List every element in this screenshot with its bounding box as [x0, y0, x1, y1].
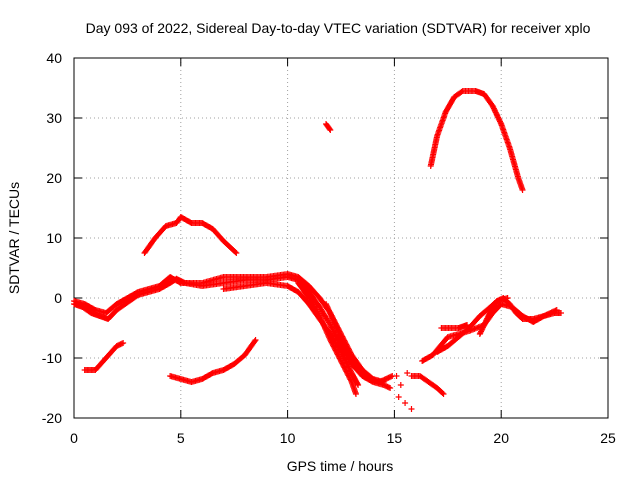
- series-arc-main-low: [71, 274, 394, 391]
- series-arc-dip-a: [295, 280, 359, 397]
- series-arc-late-dip: [408, 373, 447, 397]
- y-axis-label: SDTVAR / TECUs: [6, 182, 22, 294]
- y-tick-label: 40: [46, 50, 62, 66]
- y-tick-label: 30: [46, 110, 62, 126]
- x-tick-label: 25: [600, 430, 616, 446]
- data-point-markers: [141, 214, 240, 256]
- axis-ticks: [73, 57, 609, 419]
- y-tick-label: 20: [46, 170, 62, 186]
- series-arc-left-low: [81, 340, 127, 373]
- y-tick-label: -20: [42, 410, 62, 426]
- data-point-markers: [81, 340, 127, 373]
- x-tick-label: 0: [70, 430, 78, 446]
- data-point-markers: [408, 373, 447, 397]
- series-arc-lower-mid: [167, 337, 259, 385]
- y-tick-label: 10: [46, 230, 62, 246]
- data-point-markers: [476, 295, 511, 337]
- series-arc-big: [427, 88, 526, 193]
- x-tick-label: 10: [280, 430, 296, 446]
- data-point-markers: [71, 274, 394, 391]
- data-point-markers: [323, 301, 396, 385]
- x-tick-label: 5: [177, 430, 185, 446]
- data-point-markers: [167, 337, 259, 385]
- x-tick-label: 20: [493, 430, 509, 446]
- x-axis-label: GPS time / hours: [287, 458, 394, 474]
- series-arc-hump: [141, 214, 240, 256]
- data-marks: [71, 88, 565, 412]
- series-arc-short: [323, 121, 334, 133]
- series-arc-right-4: [476, 295, 511, 337]
- y-tick-label: 0: [54, 290, 62, 306]
- series-scatter-late: [393, 370, 415, 412]
- data-point-markers: [438, 322, 471, 331]
- series-arc-dip-b: [323, 301, 396, 385]
- chart-title: Day 093 of 2022, Sidereal Day-to-day VTE…: [86, 20, 591, 36]
- series-arc-right-3: [438, 322, 471, 331]
- data-point-markers: [295, 280, 359, 397]
- data-point-markers: [393, 370, 415, 412]
- axis-tick-labels: 0 5 10 15 20 25 -20 -10 0 10 20 30 40: [42, 50, 616, 446]
- y-tick-label: -10: [42, 350, 62, 366]
- data-point-markers: [427, 88, 526, 193]
- data-point-markers: [323, 121, 334, 133]
- x-tick-label: 15: [387, 430, 403, 446]
